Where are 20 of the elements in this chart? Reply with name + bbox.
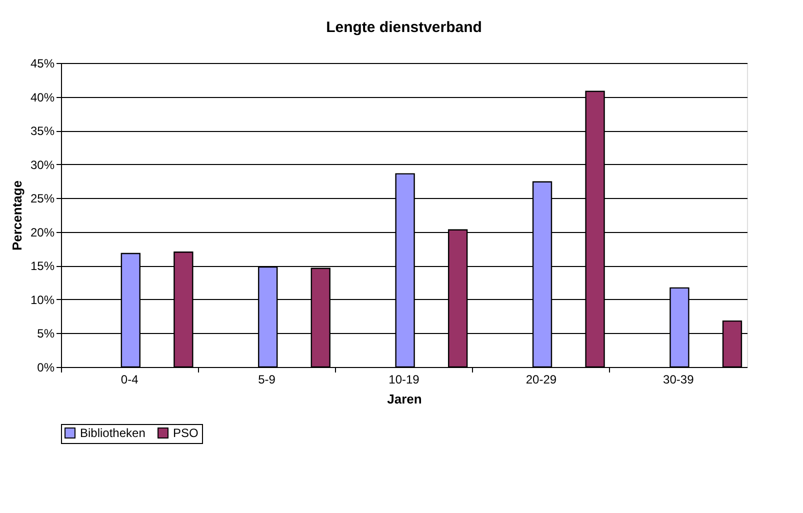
x-tick-label: 20-29 <box>526 372 557 386</box>
legend-label: Bibliotheken <box>80 426 146 440</box>
y-tick-label: 40% <box>30 90 55 104</box>
y-tick-label: 10% <box>30 292 55 307</box>
x-tick-label: 10-19 <box>388 372 420 386</box>
y-axis-title: Percentage <box>9 180 24 251</box>
x-axis-title: Jaren <box>387 392 422 406</box>
y-tick-label: 0% <box>37 360 55 374</box>
y-tick-label: 25% <box>30 192 55 206</box>
legend-label: PSO <box>173 426 198 440</box>
x-tick-label: 0-4 <box>120 372 139 386</box>
y-tick-label: 20% <box>30 225 55 240</box>
x-tick-label: 30-39 <box>663 372 694 386</box>
y-tick-label: 5% <box>37 326 55 341</box>
y-tick-label: 45% <box>30 56 55 70</box>
x-tick-label: 5-9 <box>258 372 276 386</box>
y-tick-label: 15% <box>30 259 55 274</box>
y-tick-label: 35% <box>30 124 55 138</box>
y-tick-label: 30% <box>30 158 55 172</box>
chart-title: Lengte dienstverband <box>326 19 482 36</box>
